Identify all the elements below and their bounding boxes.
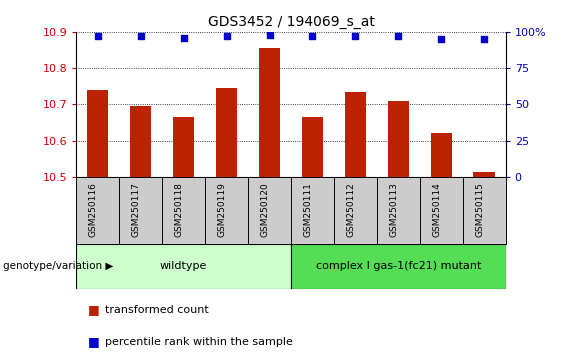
Text: ■: ■ bbox=[88, 335, 99, 348]
Text: complex I gas-1(fc21) mutant: complex I gas-1(fc21) mutant bbox=[316, 261, 481, 272]
Text: wildtype: wildtype bbox=[160, 261, 207, 272]
Text: GSM250120: GSM250120 bbox=[260, 182, 270, 237]
Point bbox=[480, 36, 489, 42]
Bar bbox=[388, 101, 409, 177]
Bar bbox=[87, 90, 108, 177]
Point bbox=[93, 33, 102, 39]
Point bbox=[394, 33, 403, 39]
Text: GSM250115: GSM250115 bbox=[475, 182, 484, 237]
Text: GSM250117: GSM250117 bbox=[132, 182, 141, 237]
Text: GSM250116: GSM250116 bbox=[89, 182, 98, 237]
Text: percentile rank within the sample: percentile rank within the sample bbox=[105, 337, 293, 347]
Point bbox=[179, 35, 188, 40]
Bar bbox=[431, 133, 452, 177]
Text: GSM250114: GSM250114 bbox=[432, 182, 441, 237]
Text: GSM250111: GSM250111 bbox=[303, 182, 312, 237]
FancyBboxPatch shape bbox=[76, 244, 291, 289]
Bar bbox=[473, 172, 495, 177]
Bar bbox=[302, 117, 323, 177]
Text: GSM250112: GSM250112 bbox=[346, 182, 355, 237]
Text: GSM250118: GSM250118 bbox=[175, 182, 184, 237]
Point bbox=[308, 33, 317, 39]
Bar bbox=[130, 106, 151, 177]
Bar bbox=[345, 92, 366, 177]
Point bbox=[437, 36, 446, 42]
Bar bbox=[173, 117, 194, 177]
Point bbox=[136, 33, 145, 39]
Text: ■: ■ bbox=[88, 303, 99, 316]
Text: GSM250119: GSM250119 bbox=[218, 182, 227, 237]
Text: GSM250113: GSM250113 bbox=[389, 182, 398, 237]
Bar bbox=[259, 48, 280, 177]
Point bbox=[265, 32, 274, 38]
Text: genotype/variation ▶: genotype/variation ▶ bbox=[3, 261, 113, 272]
Point bbox=[351, 33, 360, 39]
FancyBboxPatch shape bbox=[291, 244, 506, 289]
Bar bbox=[216, 88, 237, 177]
Point bbox=[222, 33, 231, 39]
Text: transformed count: transformed count bbox=[105, 305, 208, 315]
Title: GDS3452 / 194069_s_at: GDS3452 / 194069_s_at bbox=[207, 16, 375, 29]
